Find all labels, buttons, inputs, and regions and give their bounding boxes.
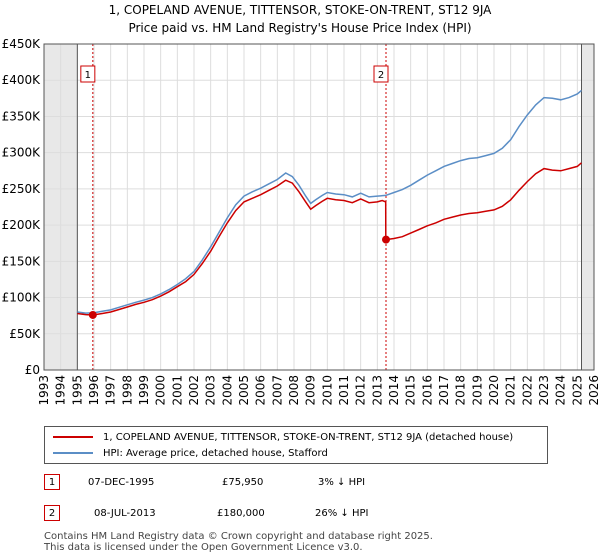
property-series-line xyxy=(77,162,582,316)
transaction-marker-badge: 1 xyxy=(44,474,60,490)
x-tick-label: 2024 xyxy=(554,375,568,406)
transaction-hpi-delta: 3% ↓ HPI xyxy=(318,477,366,488)
y-tick-label: £150K xyxy=(2,254,42,268)
chart-subtitle: Price paid vs. HM Land Registry's House … xyxy=(128,21,472,35)
legend-label-property: 1, COPELAND AVENUE, TITTENSOR, STOKE-ON-… xyxy=(103,431,514,443)
x-tick-label: 1996 xyxy=(87,375,101,406)
transaction-date: 08-JUL-2013 xyxy=(94,508,156,519)
x-tick-label: 1997 xyxy=(104,375,118,406)
x-tick-label: 1993 xyxy=(37,375,51,406)
transaction-marker-badge: 2 xyxy=(44,505,60,521)
x-tick-label: 2001 xyxy=(170,375,184,406)
footer-copyright: Contains HM Land Registry data © Crown c… xyxy=(44,531,433,542)
y-tick-label: £200K xyxy=(2,218,42,232)
x-tick-label: 2011 xyxy=(337,375,351,406)
footer-license: This data is licensed under the Open Gov… xyxy=(44,542,363,553)
legend-swatch-hpi xyxy=(53,452,93,454)
x-tick-label: 2021 xyxy=(504,375,518,406)
y-tick-label: £250K xyxy=(2,182,42,196)
transaction-price: £75,950 xyxy=(222,477,264,488)
x-tick-label: 2026 xyxy=(587,375,600,406)
x-tick-label: 2020 xyxy=(487,375,501,406)
transaction-price: £180,000 xyxy=(217,508,265,519)
price-chart: 1 2 £0 £50K £100K £150K £200K £250K £300K £350K £4… xyxy=(2,37,600,406)
transaction-row: 1 xyxy=(44,471,60,493)
x-tick-label: 2017 xyxy=(437,375,451,406)
x-tick-label: 2016 xyxy=(420,375,434,406)
x-tick-label: 1994 xyxy=(54,375,68,406)
sale-marker-badge xyxy=(80,65,96,83)
no-data-region-right xyxy=(581,44,594,370)
sale-point xyxy=(382,235,390,244)
x-tick-label: 2010 xyxy=(320,375,334,406)
sale-point xyxy=(88,310,97,319)
x-tick-label: 2022 xyxy=(520,375,534,406)
x-tick-label: 2004 xyxy=(220,375,234,406)
transaction-date: 07-DEC-1995 xyxy=(88,477,155,488)
x-tick-label: 2012 xyxy=(354,375,368,406)
plot-frame xyxy=(43,43,595,371)
y-tick-label: £50K xyxy=(9,327,41,341)
x-tick-label: 1999 xyxy=(137,375,151,406)
x-tick-label: 2009 xyxy=(304,375,318,406)
chart-title: 1, COPELAND AVENUE, TITTENSOR, STOKE-ON-… xyxy=(108,3,492,17)
x-tick-label: 2003 xyxy=(204,375,218,406)
legend-swatch-property xyxy=(53,436,93,438)
legend-item-hpi: HPI: Average price, detached house, Staf… xyxy=(53,446,328,460)
sale-marker-label: 1 xyxy=(85,70,91,81)
x-tick-label: 1995 xyxy=(70,375,84,406)
y-tick-label: £350K xyxy=(2,109,42,123)
chart-legend: 1, COPELAND AVENUE, TITTENSOR, STOKE-ON-… xyxy=(44,426,548,464)
x-tick-label: 2007 xyxy=(270,375,284,406)
sale-marker-badge xyxy=(373,65,389,83)
x-tick-label: 2008 xyxy=(287,375,301,406)
x-tick-label: 2014 xyxy=(387,375,401,406)
x-tick-label: 2025 xyxy=(570,375,584,406)
transaction-row: 2 xyxy=(44,502,60,524)
hpi-series-line xyxy=(77,89,582,314)
y-tick-label: £400K xyxy=(2,73,42,87)
x-tick-label: 2006 xyxy=(254,375,268,406)
x-tick-label: 2013 xyxy=(370,375,384,406)
y-tick-label: £100K xyxy=(2,291,42,305)
legend-label-hpi: HPI: Average price, detached house, Staf… xyxy=(103,447,328,459)
sale-marker-label: 2 xyxy=(378,70,384,81)
y-tick-label: £450K xyxy=(2,37,42,51)
x-tick-label: 2002 xyxy=(187,375,201,406)
x-tick-label: 2019 xyxy=(470,375,484,406)
y-tick-label: £300K xyxy=(2,146,42,160)
plot-background xyxy=(44,44,594,370)
transaction-hpi-delta: 26% ↓ HPI xyxy=(315,508,369,519)
x-tick-label: 2023 xyxy=(537,375,551,406)
x-tick-label: 1998 xyxy=(120,375,134,406)
x-tick-label: 2000 xyxy=(154,375,168,406)
x-tick-label: 2015 xyxy=(404,375,418,406)
x-tick-label: 2005 xyxy=(237,375,251,406)
y-tick-label: £0 xyxy=(25,363,40,377)
legend-item-property: 1, COPELAND AVENUE, TITTENSOR, STOKE-ON-… xyxy=(53,430,513,444)
x-tick-label: 2018 xyxy=(454,375,468,406)
